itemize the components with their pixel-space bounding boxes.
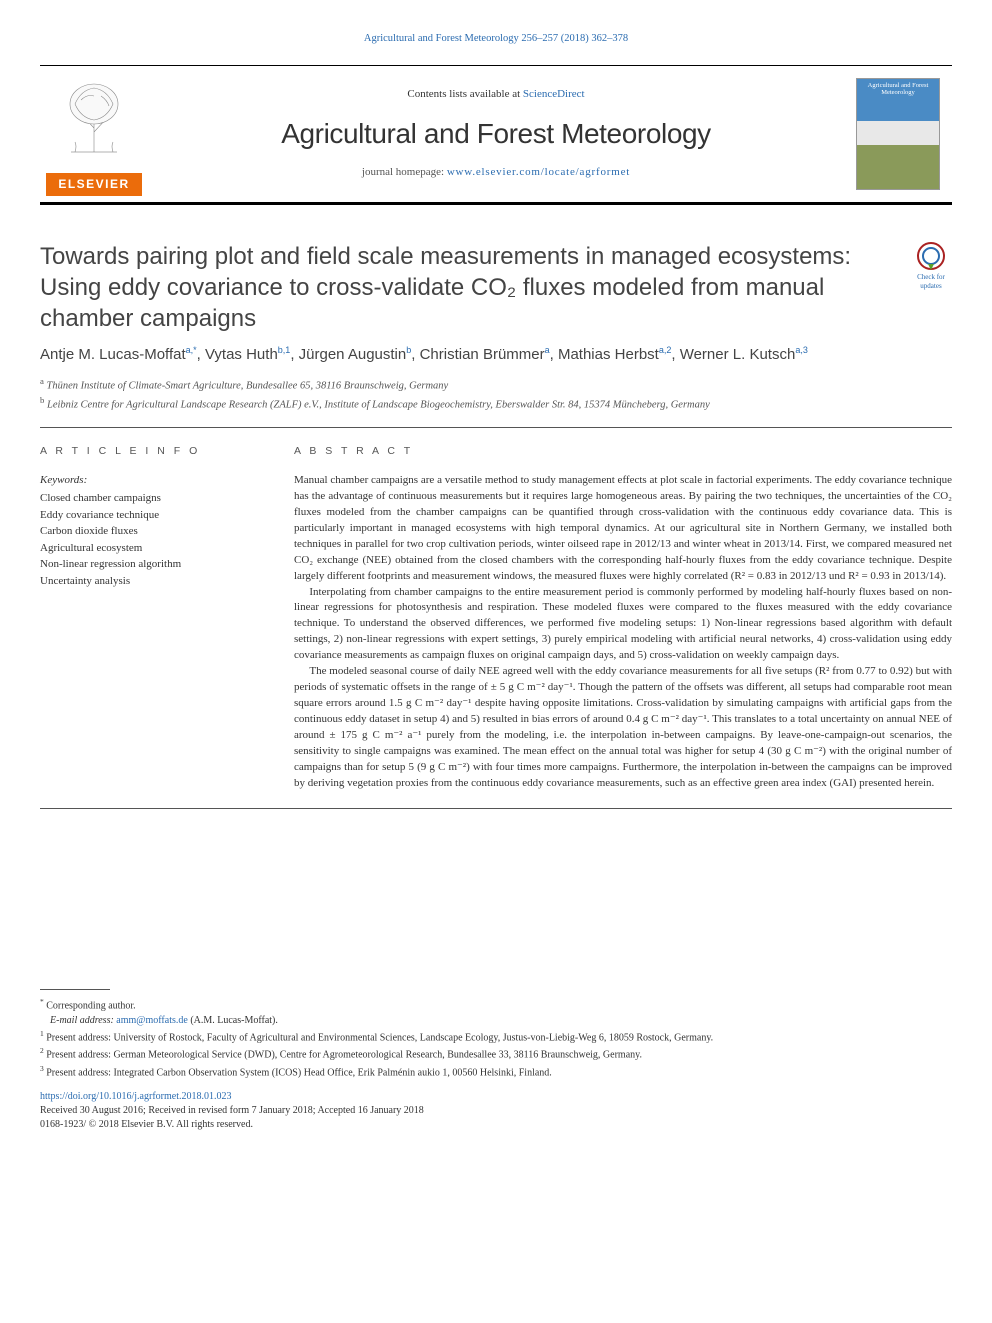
affiliation-a: Thünen Institute of Climate-Smart Agricu… xyxy=(47,380,449,391)
corresponding-author-note: Corresponding author. xyxy=(46,1000,135,1011)
abstract-text: Manual chamber campaigns are a versatile… xyxy=(294,473,952,792)
keyword-item: Non-linear regression algorithm xyxy=(40,556,270,573)
author-list: Antje M. Lucas-Moffata,*, Vytas Huthb,1,… xyxy=(40,344,952,367)
sciencedirect-link[interactable]: ScienceDirect xyxy=(523,88,585,100)
journal-citation-header[interactable]: Agricultural and Forest Meteorology 256–… xyxy=(40,32,952,47)
footnote-3: Present address: Integrated Carbon Obser… xyxy=(46,1067,552,1078)
journal-title: Agricultural and Forest Meteorology xyxy=(281,114,711,153)
corresponding-email-link[interactable]: amm@moffats.de xyxy=(116,1015,188,1026)
keyword-item: Eddy covariance technique xyxy=(40,507,270,524)
elsevier-wordmark[interactable]: ELSEVIER xyxy=(46,173,142,196)
journal-homepage-line: journal homepage: www.elsevier.com/locat… xyxy=(362,165,630,180)
footnote-separator xyxy=(40,989,110,990)
crossmark-icon xyxy=(916,241,946,271)
elsevier-tree-icon xyxy=(61,76,127,154)
keywords-list: Closed chamber campaignsEddy covariance … xyxy=(40,490,270,589)
footnotes: * Corresponding author. E-mail address: … xyxy=(40,996,952,1080)
divider xyxy=(40,808,952,809)
footnote-2: Present address: German Meteorological S… xyxy=(46,1050,642,1061)
abstract-paragraph: Interpolating from chamber campaigns to … xyxy=(294,585,952,665)
affiliations: a Thünen Institute of Climate-Smart Agri… xyxy=(40,375,952,414)
check-updates-badge[interactable]: Check for updates xyxy=(910,241,952,293)
abstract-paragraph: The modeled seasonal course of daily NEE… xyxy=(294,664,952,792)
keyword-item: Carbon dioxide fluxes xyxy=(40,523,270,540)
publisher-logo-block: ELSEVIER xyxy=(40,66,148,202)
journal-cover-thumbnail[interactable]: Agricultural and Forest Meteorology xyxy=(856,78,940,190)
article-history: Received 30 August 2016; Received in rev… xyxy=(40,1104,952,1118)
keyword-item: Agricultural ecosystem xyxy=(40,540,270,557)
issn-copyright: 0168-1923/ © 2018 Elsevier B.V. All righ… xyxy=(40,1118,952,1132)
doi-link[interactable]: https://doi.org/10.1016/j.agrformet.2018… xyxy=(40,1090,952,1104)
abstract-label: A B S T R A C T xyxy=(294,444,952,459)
affiliation-b: Leibniz Centre for Agricultural Landscap… xyxy=(47,400,710,411)
journal-header: ELSEVIER Contents lists available at Sci… xyxy=(40,65,952,205)
divider xyxy=(40,427,952,428)
article-info-label: A R T I C L E I N F O xyxy=(40,444,270,459)
journal-homepage-link[interactable]: www.elsevier.com/locate/agrformet xyxy=(447,166,630,178)
keyword-item: Uncertainty analysis xyxy=(40,573,270,590)
abstract-paragraph: Manual chamber campaigns are a versatile… xyxy=(294,473,952,585)
article-title: Towards pairing plot and field scale mea… xyxy=(40,241,894,335)
keywords-label: Keywords: xyxy=(40,473,270,488)
footnote-1: Present address: University of Rostock, … xyxy=(46,1032,713,1043)
keyword-item: Closed chamber campaigns xyxy=(40,490,270,507)
contents-available-line: Contents lists available at ScienceDirec… xyxy=(407,87,584,102)
